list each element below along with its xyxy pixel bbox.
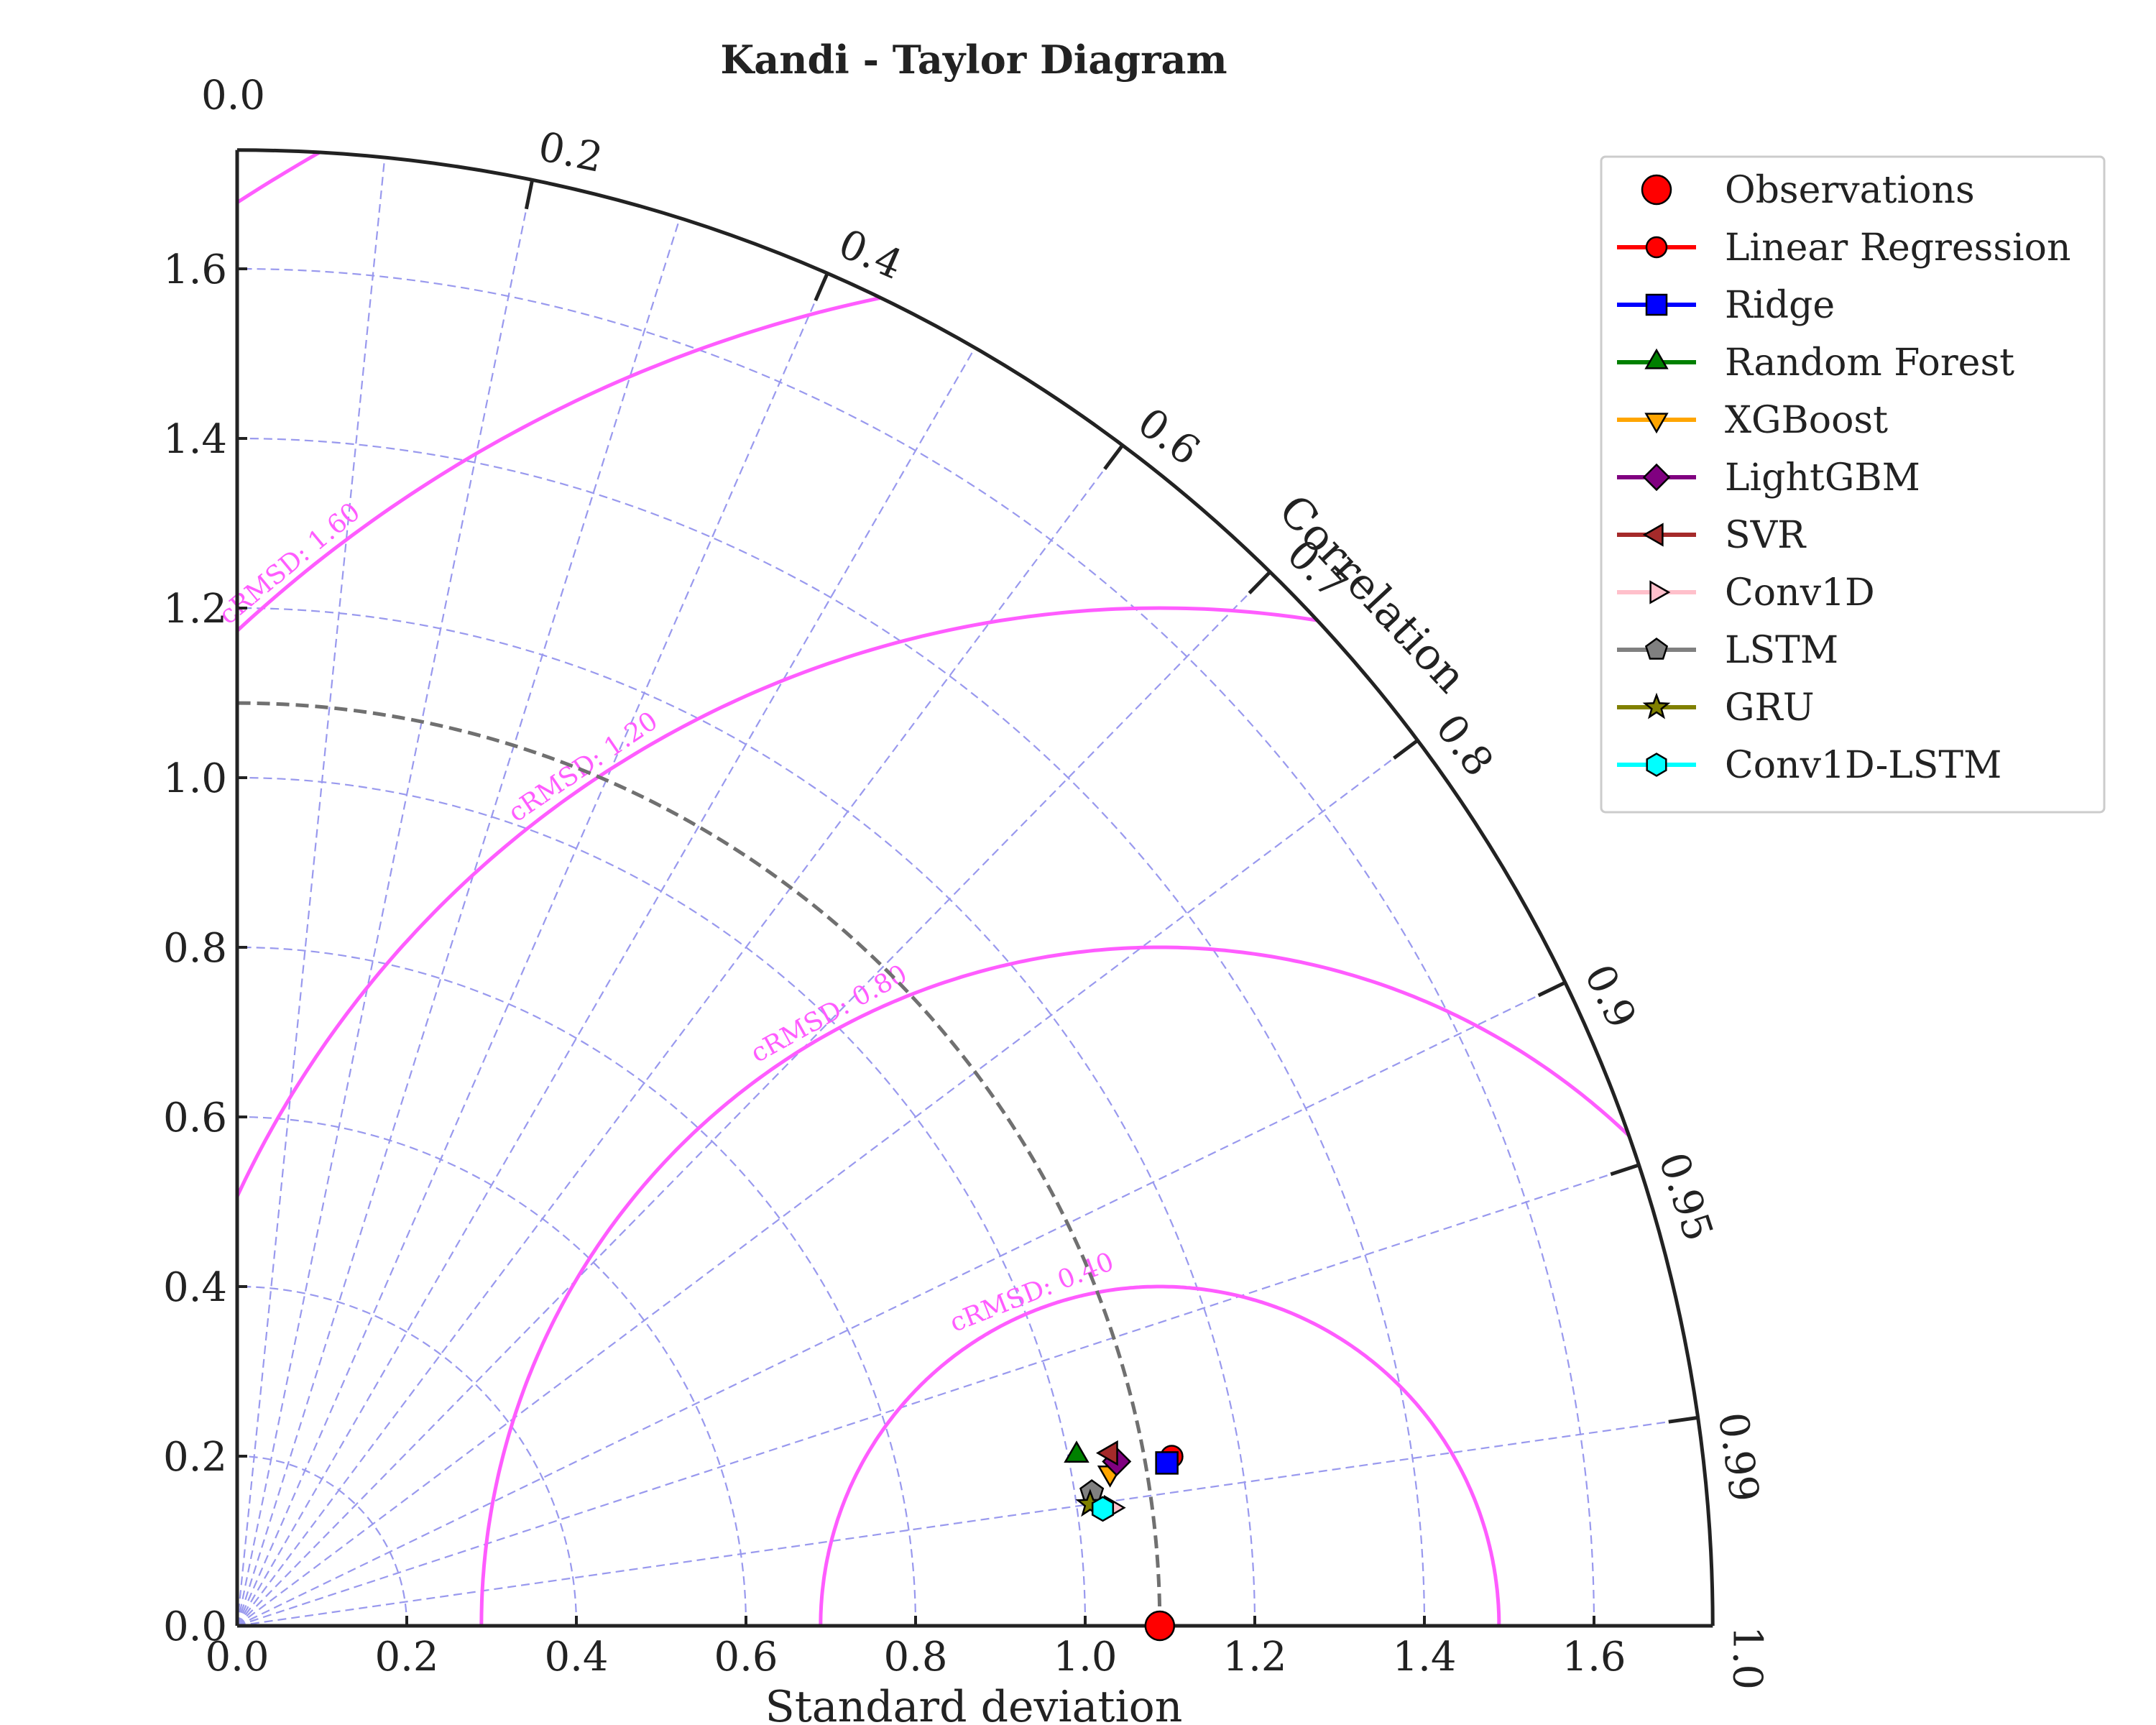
crmsd-contour — [479, 945, 1713, 1626]
outer-arc — [236, 148, 1715, 1627]
std-grid-arc — [236, 1285, 578, 1627]
correlation-grid-line — [236, 982, 1566, 1627]
legend-label-ridge: Ridge — [1725, 284, 1835, 327]
x-tick-label: 0.2 — [374, 1634, 438, 1680]
y-tick-label: 0.0 — [163, 1604, 227, 1650]
correlation-tick-label: 0.99 — [1709, 1409, 1768, 1505]
data-points — [1064, 1440, 1184, 1642]
correlation-tick-mark — [524, 179, 535, 210]
std-grid-arc — [236, 776, 1087, 1627]
legend-marker-conv1d — [1649, 580, 1671, 604]
legend-label-lstm: LSTM — [1725, 629, 1838, 672]
std-grid-arc — [236, 267, 1595, 1627]
correlation-grid-line — [236, 1164, 1639, 1627]
legend-label-svr: SVR — [1725, 514, 1807, 557]
legend-label-conv1d: Conv1D — [1725, 571, 1875, 615]
std-grid-arc — [236, 1116, 747, 1627]
crmsd-label: cRMSD: 1.20 — [503, 707, 663, 829]
y-tick-label: 0.6 — [163, 1095, 227, 1141]
legend-label-lightgbm: LightGBM — [1725, 456, 1920, 500]
correlation-grid-line — [236, 157, 386, 1627]
reference-std-arc — [236, 701, 1162, 1627]
legend-marker-svr — [1642, 523, 1664, 547]
legend-label-conv1d-lstm: Conv1D-LSTM — [1725, 744, 2001, 787]
correlation-grid-line — [236, 272, 829, 1627]
x-tick-label: 1.0 — [1053, 1634, 1117, 1680]
crmsd-label: cRMSD: 0.80 — [746, 960, 912, 1069]
data-point-svr — [1096, 1440, 1118, 1466]
correlation-grid-line — [236, 571, 1271, 1627]
correlation-grid-line — [236, 444, 1123, 1627]
data-point-conv1d-lstm — [1091, 1496, 1115, 1522]
std-grid-arc — [236, 607, 1256, 1627]
legend-label-gru: GRU — [1725, 686, 1815, 730]
data-point-random-forest — [1064, 1440, 1089, 1463]
legend-marker-linear-regression — [1645, 236, 1668, 259]
correlation-tick-label: 0.0 — [201, 73, 265, 119]
x-tick-label: 0.6 — [714, 1634, 778, 1680]
correlation-tick-label: 0.8 — [1427, 706, 1502, 785]
correlation-tick-mark — [1537, 980, 1566, 998]
x-tick-label: 0.0 — [205, 1634, 269, 1680]
y-tick-label: 0.8 — [163, 925, 227, 972]
data-point-observations — [1144, 1610, 1176, 1642]
x-tick-label: 0.4 — [544, 1634, 608, 1680]
y-tick-label: 1.2 — [163, 586, 227, 632]
y-tick-label: 0.2 — [163, 1434, 227, 1481]
correlation-grid-line — [236, 218, 681, 1627]
correlation-grid-line — [236, 1417, 1698, 1627]
y-tick-label: 1.0 — [163, 755, 227, 802]
correlation-grid-line — [236, 180, 533, 1627]
x-axis-label: Standard deviation — [765, 1682, 1183, 1725]
legend-label-linear-regression: Linear Regression — [1725, 226, 2070, 270]
legend-marker-conv1d-lstm — [1646, 753, 1667, 777]
legend-marker-ridge — [1645, 293, 1668, 316]
correlation-grid-line — [236, 740, 1419, 1627]
legend-label-observations: Observations — [1725, 169, 1975, 212]
legend-box — [1600, 155, 2106, 814]
legend-label-xgboost: XGBoost — [1725, 399, 1888, 442]
legend-marker-random-forest — [1644, 348, 1669, 369]
legend: Observations Linear Regression Ridge Random… — [1600, 155, 2106, 814]
legend-marker-xgboost — [1644, 413, 1669, 434]
correlation-tick-label: 0.6 — [1129, 399, 1208, 474]
chart-title: Kandi - Taylor Diagram — [720, 37, 1227, 83]
correlation-tick-label: 1.0 — [1723, 1626, 1770, 1690]
correlation-tick-mark — [1610, 1163, 1640, 1177]
y-tick-label: 1.4 — [163, 416, 227, 463]
x-tick-label: 1.6 — [1562, 1634, 1626, 1680]
grid-layer — [236, 157, 1698, 1627]
correlation-tick-mark — [1668, 1415, 1699, 1424]
reference-std-arc — [236, 701, 1162, 1627]
correlation-axis-label: Correlation — [1268, 485, 1475, 702]
x-tick-label: 1.2 — [1222, 1634, 1286, 1680]
correlation-tick-mark — [1393, 739, 1419, 760]
crmsd-contour — [237, 606, 1713, 1626]
data-point-ridge — [1155, 1451, 1179, 1475]
std-grid-arc — [236, 437, 1426, 1627]
y-tick-label: 0.4 — [163, 1264, 227, 1311]
legend-marker-observations — [1641, 174, 1672, 206]
legend-marker-lstm — [1644, 638, 1669, 660]
correlation-tick-mark — [814, 272, 829, 302]
legend-marker-gru — [1642, 692, 1671, 719]
correlation-tick-mark — [1248, 570, 1272, 594]
legend-marker-lightgbm — [1642, 463, 1671, 492]
correlation-tick-label: 0.2 — [535, 124, 607, 182]
crmsd-contour — [819, 1284, 1501, 1626]
std-grid-arc — [236, 1455, 408, 1627]
correlation-grid-line — [236, 347, 976, 1627]
std-grid-arc — [236, 946, 917, 1627]
x-tick-label: 1.4 — [1392, 1634, 1456, 1680]
correlation-tick-mark — [1103, 443, 1124, 470]
legend-label-random-forest: Random Forest — [1725, 341, 2014, 385]
x-tick-label: 0.8 — [883, 1634, 947, 1680]
y-tick-label: 1.6 — [163, 247, 227, 293]
